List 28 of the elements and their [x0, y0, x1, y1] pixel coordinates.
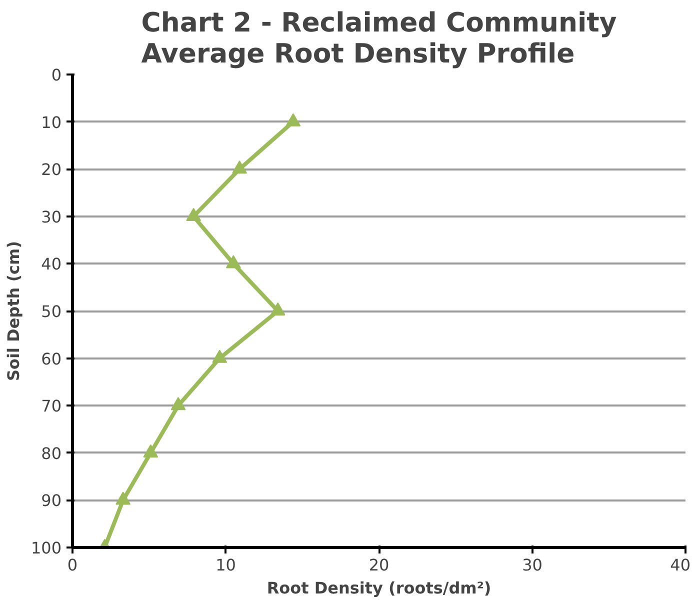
- y-tick-label: 60: [41, 349, 62, 368]
- point: [143, 444, 158, 458]
- point: [186, 208, 202, 221]
- x-axis-title: Root Density (roots/dm²): [266, 578, 492, 598]
- y-tick-label: 40: [41, 254, 62, 274]
- y-axis-title: Soil Depth (cm): [4, 240, 23, 382]
- y-tick-label: 80: [41, 444, 62, 463]
- x-tick-label: 10: [216, 556, 236, 574]
- point: [232, 160, 248, 174]
- x-tick-label: 30: [522, 556, 542, 574]
- point: [286, 113, 301, 126]
- point: [270, 302, 286, 316]
- point: [116, 492, 131, 505]
- y-tick-label: 50: [41, 302, 62, 321]
- y-tick-label: 70: [41, 396, 62, 416]
- chart-title: Chart 2 - Reclaimed Community Average Root Density Profile: [141, 8, 617, 70]
- point: [212, 350, 228, 363]
- y-tick-label: 10: [41, 112, 62, 132]
- y-tick-label: 30: [41, 207, 62, 226]
- y-tick-label: 0: [51, 66, 62, 84]
- y-tick-label: 20: [41, 160, 62, 180]
- y-tick-label: 90: [41, 491, 62, 510]
- point: [170, 397, 186, 410]
- y-tick-label: 100: [30, 538, 62, 558]
- point: [226, 255, 241, 268]
- x-tick-label: 0: [67, 556, 78, 574]
- x-tick-label: 20: [368, 556, 390, 574]
- x-tick-label: 40: [670, 556, 690, 574]
